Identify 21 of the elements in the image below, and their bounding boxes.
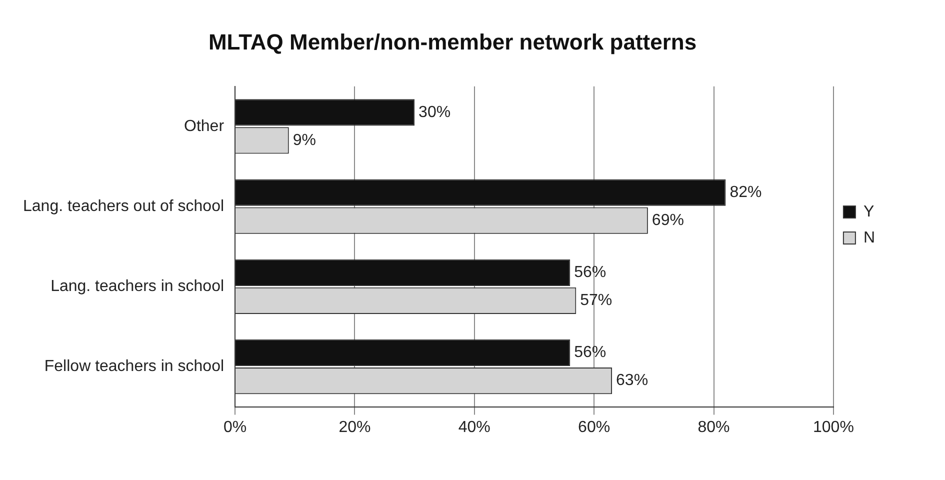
data-label: 57% — [580, 292, 612, 310]
x-tick-label: 40% — [458, 418, 490, 436]
x-tick-label: 80% — [698, 418, 730, 436]
data-label: 69% — [652, 212, 684, 229]
legend-label: N — [863, 229, 876, 246]
data-label: 30% — [418, 104, 451, 121]
y-tick-label: Other — [184, 118, 225, 135]
chart-title: MLTAQ Member/non-member network patterns — [208, 29, 697, 54]
y-tick-label: Lang. teachers in school — [50, 278, 224, 296]
data-label: 9% — [292, 132, 316, 149]
y-tick-label: Fellow teachers in school — [44, 358, 224, 376]
x-tick-label: 0% — [223, 418, 247, 436]
x-tick-label: 60% — [578, 418, 610, 436]
legend-label: Y — [863, 203, 874, 220]
data-label: 56% — [574, 264, 606, 282]
y-tick-label: Lang. teachers out of school — [22, 198, 224, 215]
data-label: 82% — [730, 184, 762, 201]
data-label: 63% — [616, 372, 648, 390]
x-tick-label: 20% — [338, 418, 371, 436]
x-tick-label: 100% — [812, 418, 854, 436]
data-label: 56% — [574, 344, 606, 362]
